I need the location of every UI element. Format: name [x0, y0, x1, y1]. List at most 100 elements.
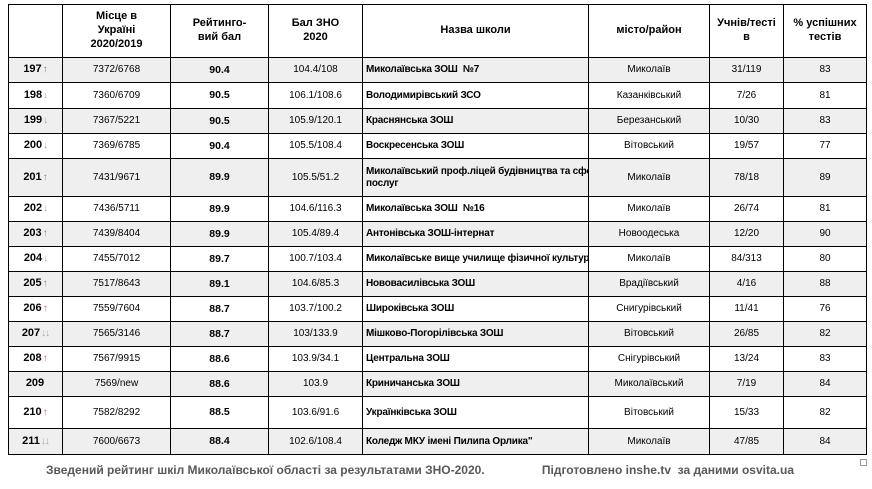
place-in-ukraine-cell: 7369/6785 [62, 133, 171, 159]
trend-down-icon: ↓↓ [41, 328, 50, 340]
students-tests-cell: 4/16 [709, 271, 784, 297]
rating-score-cell: 88.5 [170, 396, 269, 429]
school-name-cell: Нововасилівська ЗОШ [362, 271, 589, 297]
table-row: 198↓ 7360/6709 90.5 106.1/108.6 Володимирівс… [8, 82, 867, 109]
table-row: 202↓ 7436/5711 89.9 104.6/116.3 Миколаївська… [8, 196, 867, 222]
place-in-ukraine-cell: 7600/6673 [62, 428, 171, 455]
percent-successful-cell: 83 [783, 57, 867, 83]
place-in-ukraine-cell: 7569/new [62, 371, 171, 397]
rank-value: 204 [23, 252, 43, 265]
percent-successful-cell: 88 [783, 271, 867, 297]
students-tests-cell: 12/20 [709, 221, 784, 247]
zno-score-cell: 103.6/91.6 [268, 396, 363, 429]
rating-score-cell: 88.7 [170, 296, 269, 322]
place-in-ukraine-cell: 7436/5711 [62, 196, 171, 222]
rank-cell: 198↓ [8, 82, 63, 109]
zno-score-cell: 106.1/108.6 [268, 82, 363, 109]
students-tests-cell: 13/24 [709, 346, 784, 372]
zno-score-cell: 105.5/51.2 [268, 158, 363, 197]
footer: Зведений рейтинг шкіл Миколаївської обла… [8, 463, 866, 477]
school-name-cell: Миколаївське вище училище фізичної культ… [362, 246, 589, 272]
rank-value: 202 [23, 202, 43, 215]
percent-successful-cell: 83 [783, 108, 867, 134]
school-name-cell: Антонівська ЗОШ-інтернат [362, 221, 589, 247]
zno-score-cell: 103.9/34.1 [268, 346, 363, 372]
zno-score-cell: 103.7/100.2 [268, 296, 363, 322]
rank-value: 203 [23, 227, 42, 240]
rating-score-cell: 89.7 [170, 246, 269, 272]
header-percent-successful: % успішних тестів [783, 4, 867, 58]
rank-value: 206 [23, 302, 42, 315]
table-row: 200↓ 7369/6785 90.4 105.5/108.4 Воскресенськ… [8, 133, 867, 159]
trend-down-icon: ↓ [43, 203, 48, 215]
zno-score-cell: 103.9 [268, 371, 363, 397]
rank-cell: 207↓↓ [8, 321, 63, 347]
students-tests-cell: 15/33 [709, 396, 784, 429]
trend-up-icon: ↑ [42, 171, 48, 183]
rating-table: Місце в Україні 2020/2019 Рейтинго- вий … [8, 4, 867, 455]
place-in-ukraine-cell: 7372/6768 [62, 57, 171, 83]
rating-score-cell: 90.4 [170, 133, 269, 159]
rank-value: 197 [23, 63, 42, 76]
trend-up-icon: ↑ [42, 406, 48, 418]
rating-score-cell: 89.9 [170, 158, 269, 197]
trend-down-icon: ↓↓ [40, 435, 50, 447]
zno-score-cell: 104.6/85.3 [268, 271, 363, 297]
trend-down-icon: ↓ [43, 253, 48, 265]
header-row: Місце в Україні 2020/2019 Рейтинго- вий … [8, 4, 867, 58]
rating-score-cell: 88.6 [170, 371, 269, 397]
stray-square-icon [860, 459, 867, 466]
table-row: 207↓↓ 7565/3146 88.7 103/133.9 Мішково-Погор… [8, 321, 867, 347]
city-district-cell: Снігурівський [588, 346, 710, 372]
table-row: 201↑ 7431/9671 89.9 105.5/51.2 Миколаївський… [8, 158, 867, 197]
students-tests-cell: 10/30 [709, 108, 784, 134]
rank-cell: 206↑ [8, 296, 63, 322]
rating-score-cell: 90.4 [170, 57, 269, 83]
place-in-ukraine-cell: 7517/8643 [62, 271, 171, 297]
footer-caption: Зведений рейтинг шкіл Миколаївської обла… [46, 463, 485, 477]
rating-score-cell: 88.4 [170, 428, 269, 455]
rank-cell: 205↑ [8, 271, 63, 297]
trend-down-icon: ↓ [43, 89, 48, 101]
rank-value: 207 [21, 327, 41, 340]
school-name-cell: Краснянська ЗОШ [362, 108, 589, 134]
trend-up-icon: ↑ [42, 228, 48, 240]
students-tests-cell: 78/18 [709, 158, 784, 197]
rating-score-cell: 90.5 [170, 82, 269, 109]
zno-score-cell: 105.9/120.1 [268, 108, 363, 134]
trend-down-icon: ↓ [43, 140, 48, 152]
students-tests-cell: 26/74 [709, 196, 784, 222]
rank-value: 200 [23, 139, 43, 152]
percent-successful-cell: 82 [783, 321, 867, 347]
trend-down-icon: ↓ [43, 115, 48, 127]
place-in-ukraine-cell: 7567/9915 [62, 346, 171, 372]
percent-successful-cell: 84 [783, 371, 867, 397]
zno-score-cell: 105.5/108.4 [268, 133, 363, 159]
table-row: 204↓ 7455/7012 89.7 100.7/103.4 Миколаївське… [8, 246, 867, 272]
table-row: 209 7569/new 88.6 103.9 Криничанська ЗОШ Мико… [8, 371, 867, 397]
trend-up-icon: ↑ [42, 64, 48, 76]
students-tests-cell: 7/19 [709, 371, 784, 397]
rating-score-cell: 88.6 [170, 346, 269, 372]
rating-score-cell: 89.9 [170, 196, 269, 222]
percent-successful-cell: 81 [783, 196, 867, 222]
school-name-cell: Криничанська ЗОШ [362, 371, 589, 397]
rank-value: 205 [23, 277, 42, 290]
header-place-in-ukraine: Місце в Україні 2020/2019 [62, 4, 171, 58]
zno-score-cell: 104.4/108 [268, 57, 363, 83]
percent-successful-cell: 84 [783, 428, 867, 455]
city-district-cell: Вітовський [588, 396, 710, 429]
city-district-cell: Миколаїв [588, 246, 710, 272]
table-row: 206↑ 7559/7604 88.7 103.7/100.2 Широківська … [8, 296, 867, 322]
city-district-cell: Врадіївський [588, 271, 710, 297]
table-row: 203↑ 7439/8404 89.9 105.4/89.4 Антонівська З… [8, 221, 867, 247]
trend-up-icon: ↑ [42, 303, 48, 315]
school-name-cell: Українківська ЗОШ [362, 396, 589, 429]
zno-score-cell: 100.7/103.4 [268, 246, 363, 272]
percent-successful-cell: 82 [783, 396, 867, 429]
place-in-ukraine-cell: 7565/3146 [62, 321, 171, 347]
city-district-cell: Миколаїв [588, 428, 710, 455]
rank-cell: 199↓ [8, 108, 63, 134]
city-district-cell: Вітовський [588, 321, 710, 347]
students-tests-cell: 19/57 [709, 133, 784, 159]
